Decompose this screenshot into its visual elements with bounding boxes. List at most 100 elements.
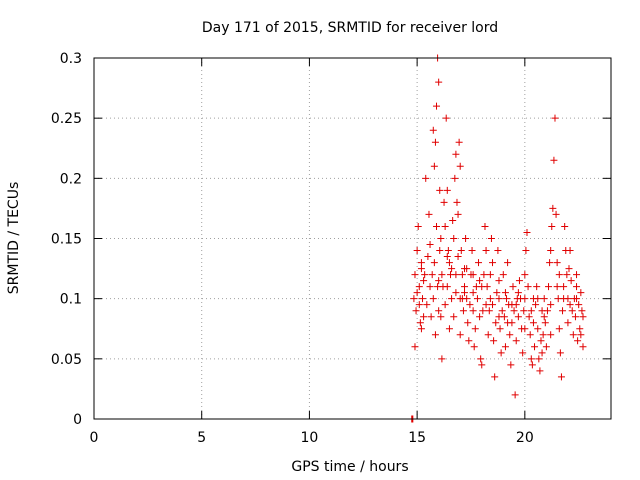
data-point [564,319,572,327]
data-point [498,307,506,315]
x-tick-label: 20 [516,430,534,446]
data-point [566,247,574,255]
data-point [469,271,477,279]
data-point [473,295,481,303]
data-point [567,277,575,285]
data-point [428,271,436,279]
data-point [479,307,487,315]
chart-title: Day 171 of 2015, SRMTID for receiver lor… [202,20,498,36]
data-point [497,349,505,357]
data-point [448,295,456,303]
data-point [435,277,443,285]
data-point [433,102,441,110]
data-point [482,301,490,309]
data-point [438,271,446,279]
data-point [450,235,458,242]
data-point [492,319,500,327]
data-point [429,295,437,303]
data-point [470,343,478,351]
data-point [552,210,560,218]
data-point [574,337,582,345]
data-point [490,337,498,345]
x-tick-label: 0 [90,430,99,446]
data-point [560,283,568,291]
data-point [426,283,434,291]
y-tick-label: 0.3 [60,51,82,67]
data-point [548,222,556,230]
data-point [420,313,428,321]
data-point [476,277,484,285]
data-point [485,307,493,315]
data-point [454,210,462,218]
data-point [524,283,532,291]
x-tick-label: 15 [408,430,426,446]
data-point [463,265,471,273]
data-point [565,265,573,273]
axis-ticks [93,57,611,420]
data-point [532,301,540,309]
data-point [438,355,446,363]
grid-lines [94,58,611,419]
data-point [521,271,529,279]
data-point [486,295,494,303]
data-point [456,162,464,170]
data-point [463,295,471,303]
data-point [515,277,523,285]
data-point [553,283,561,291]
x-tick-labels: 0 5 10 15 20 [90,430,534,446]
data-point [427,313,435,321]
data-point [523,228,531,236]
data-point [426,241,434,249]
y-tick-label: 0.15 [51,232,82,248]
data-point [475,259,483,267]
data-point [411,271,419,279]
data-point [435,78,443,86]
data-point [494,247,502,255]
y-axis-title: SRMTID / TECUs [6,182,22,295]
data-point [458,271,466,279]
data-point [471,325,479,333]
data-point [436,247,444,255]
data-point [538,349,546,357]
data-point [415,301,423,309]
data-point [465,337,473,345]
y-tick-label: 0.2 [60,171,82,187]
data-point [579,313,587,321]
data-point [540,295,548,303]
data-point [466,301,474,309]
data-point [578,307,586,315]
data-point [557,373,565,381]
data-point [452,150,460,158]
data-point [420,277,428,285]
data-point [571,313,579,321]
data-point [528,361,536,369]
data-point [561,222,569,230]
data-point [550,156,558,164]
data-point [496,325,504,333]
data-point [441,222,449,230]
data-point [431,138,439,146]
data-point [540,313,548,321]
data-point [441,301,449,309]
data-point [476,313,484,321]
data-point [481,222,489,230]
data-point [573,295,581,303]
data-point [410,295,418,303]
data-point [461,289,469,297]
data-point [445,259,453,267]
data-point [453,198,461,206]
data-point [419,295,427,303]
data-point [456,331,464,339]
data-point [469,289,477,297]
data-point [503,295,511,303]
data-point [413,289,421,297]
data-point [442,114,450,122]
data-point [529,319,537,327]
y-tick-label: 0.05 [51,352,82,368]
data-point [421,271,429,279]
data-point [495,313,503,321]
data-point [425,210,433,218]
data-point [569,331,577,339]
data-point [462,235,470,242]
data-point [566,301,574,309]
